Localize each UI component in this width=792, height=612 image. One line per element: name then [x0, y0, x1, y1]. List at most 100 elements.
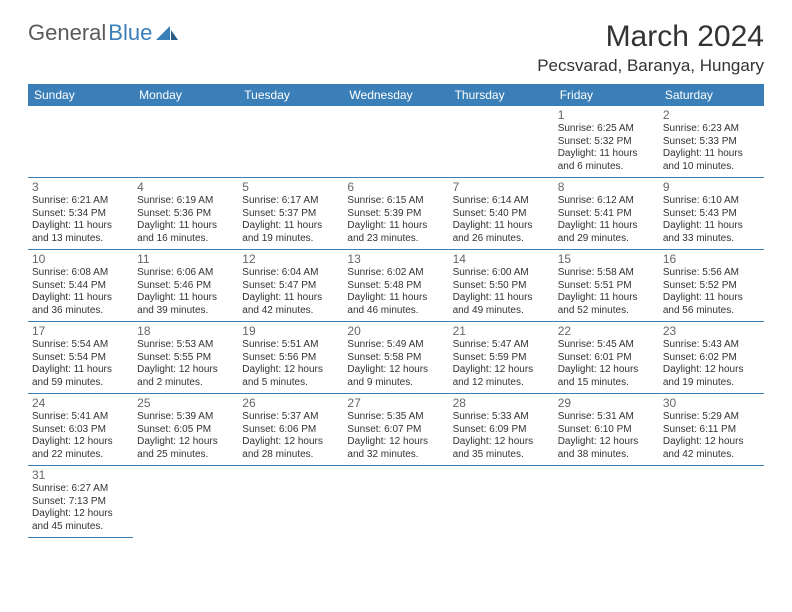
daylight-text: and 29 minutes. — [558, 233, 655, 246]
calendar-day-cell: 23Sunrise: 5:43 AMSunset: 6:02 PMDayligh… — [659, 322, 764, 394]
day-number: 2 — [663, 108, 760, 122]
calendar-day-cell — [238, 466, 343, 538]
daylight-text: and 25 minutes. — [137, 449, 234, 462]
sunset-text: Sunset: 5:55 PM — [137, 352, 234, 365]
day-number: 22 — [558, 324, 655, 338]
sunrise-text: Sunrise: 6:08 AM — [32, 267, 129, 280]
sunrise-text: Sunrise: 6:12 AM — [558, 195, 655, 208]
sunrise-text: Sunrise: 6:25 AM — [558, 123, 655, 136]
day-number: 12 — [242, 252, 339, 266]
day-number: 11 — [137, 252, 234, 266]
calendar-table: Sunday Monday Tuesday Wednesday Thursday… — [28, 84, 764, 538]
sunset-text: Sunset: 6:09 PM — [453, 424, 550, 437]
daylight-text: Daylight: 11 hours — [242, 220, 339, 233]
calendar-day-cell: 31Sunrise: 6:27 AMSunset: 7:13 PMDayligh… — [28, 466, 133, 538]
sunrise-text: Sunrise: 5:51 AM — [242, 339, 339, 352]
sunset-text: Sunset: 5:40 PM — [453, 208, 550, 221]
calendar-day-cell: 13Sunrise: 6:02 AMSunset: 5:48 PMDayligh… — [343, 250, 448, 322]
sunrise-text: Sunrise: 6:14 AM — [453, 195, 550, 208]
header: General Blue March 2024 Pecsvarad, Baran… — [28, 20, 764, 76]
calendar-week-row: 3Sunrise: 6:21 AMSunset: 5:34 PMDaylight… — [28, 178, 764, 250]
calendar-day-cell — [133, 466, 238, 538]
logo-text-blue: Blue — [108, 20, 152, 46]
sunset-text: Sunset: 6:07 PM — [347, 424, 444, 437]
daylight-text: and 39 minutes. — [137, 305, 234, 318]
logo: General Blue — [28, 20, 178, 46]
daylight-text: Daylight: 11 hours — [347, 292, 444, 305]
calendar-day-cell — [133, 106, 238, 178]
day-number: 28 — [453, 396, 550, 410]
calendar-day-cell — [238, 106, 343, 178]
calendar-day-cell: 7Sunrise: 6:14 AMSunset: 5:40 PMDaylight… — [449, 178, 554, 250]
calendar-day-cell: 20Sunrise: 5:49 AMSunset: 5:58 PMDayligh… — [343, 322, 448, 394]
sunset-text: Sunset: 5:34 PM — [32, 208, 129, 221]
daylight-text: and 38 minutes. — [558, 449, 655, 462]
day-number: 31 — [32, 468, 129, 482]
sunrise-text: Sunrise: 6:23 AM — [663, 123, 760, 136]
day-number: 23 — [663, 324, 760, 338]
calendar-day-cell: 2Sunrise: 6:23 AMSunset: 5:33 PMDaylight… — [659, 106, 764, 178]
daylight-text: and 59 minutes. — [32, 377, 129, 390]
day-number: 13 — [347, 252, 444, 266]
calendar-week-row: 10Sunrise: 6:08 AMSunset: 5:44 PMDayligh… — [28, 250, 764, 322]
calendar-day-cell: 8Sunrise: 6:12 AMSunset: 5:41 PMDaylight… — [554, 178, 659, 250]
daylight-text: Daylight: 11 hours — [242, 292, 339, 305]
sunrise-text: Sunrise: 6:10 AM — [663, 195, 760, 208]
daylight-text: Daylight: 12 hours — [558, 436, 655, 449]
sunset-text: Sunset: 5:54 PM — [32, 352, 129, 365]
calendar-day-cell: 27Sunrise: 5:35 AMSunset: 6:07 PMDayligh… — [343, 394, 448, 466]
sunrise-text: Sunrise: 5:29 AM — [663, 411, 760, 424]
daylight-text: Daylight: 12 hours — [453, 436, 550, 449]
daylight-text: and 52 minutes. — [558, 305, 655, 318]
day-number: 5 — [242, 180, 339, 194]
calendar-day-cell: 18Sunrise: 5:53 AMSunset: 5:55 PMDayligh… — [133, 322, 238, 394]
day-number: 21 — [453, 324, 550, 338]
day-number: 10 — [32, 252, 129, 266]
daylight-text: and 19 minutes. — [242, 233, 339, 246]
sunrise-text: Sunrise: 6:17 AM — [242, 195, 339, 208]
daylight-text: and 19 minutes. — [663, 377, 760, 390]
daylight-text: and 10 minutes. — [663, 161, 760, 174]
daylight-text: and 42 minutes. — [663, 449, 760, 462]
daylight-text: Daylight: 11 hours — [453, 220, 550, 233]
calendar-day-cell — [449, 466, 554, 538]
title-block: March 2024 Pecsvarad, Baranya, Hungary — [537, 20, 764, 76]
daylight-text: Daylight: 11 hours — [558, 148, 655, 161]
calendar-day-cell — [449, 106, 554, 178]
sunrise-text: Sunrise: 5:35 AM — [347, 411, 444, 424]
calendar-day-cell: 28Sunrise: 5:33 AMSunset: 6:09 PMDayligh… — [449, 394, 554, 466]
weekday-header: Tuesday — [238, 84, 343, 106]
daylight-text: Daylight: 12 hours — [347, 364, 444, 377]
calendar-day-cell: 17Sunrise: 5:54 AMSunset: 5:54 PMDayligh… — [28, 322, 133, 394]
logo-sail-icon — [156, 24, 178, 45]
sunrise-text: Sunrise: 5:39 AM — [137, 411, 234, 424]
calendar-week-row: 31Sunrise: 6:27 AMSunset: 7:13 PMDayligh… — [28, 466, 764, 538]
weekday-header: Thursday — [449, 84, 554, 106]
sunrise-text: Sunrise: 6:00 AM — [453, 267, 550, 280]
calendar-body: 1Sunrise: 6:25 AMSunset: 5:32 PMDaylight… — [28, 106, 764, 538]
weekday-header: Saturday — [659, 84, 764, 106]
sunset-text: Sunset: 5:39 PM — [347, 208, 444, 221]
sunset-text: Sunset: 5:56 PM — [242, 352, 339, 365]
sunset-text: Sunset: 5:46 PM — [137, 280, 234, 293]
day-number: 7 — [453, 180, 550, 194]
weekday-header: Wednesday — [343, 84, 448, 106]
daylight-text: and 36 minutes. — [32, 305, 129, 318]
calendar-day-cell — [554, 466, 659, 538]
daylight-text: Daylight: 11 hours — [137, 220, 234, 233]
day-number: 26 — [242, 396, 339, 410]
daylight-text: and 49 minutes. — [453, 305, 550, 318]
daylight-text: Daylight: 11 hours — [32, 220, 129, 233]
sunrise-text: Sunrise: 6:04 AM — [242, 267, 339, 280]
daylight-text: and 15 minutes. — [558, 377, 655, 390]
logo-text-general: General — [28, 20, 106, 46]
daylight-text: and 46 minutes. — [347, 305, 444, 318]
daylight-text: and 9 minutes. — [347, 377, 444, 390]
calendar-day-cell: 21Sunrise: 5:47 AMSunset: 5:59 PMDayligh… — [449, 322, 554, 394]
daylight-text: Daylight: 12 hours — [347, 436, 444, 449]
daylight-text: Daylight: 11 hours — [137, 292, 234, 305]
sunset-text: Sunset: 5:41 PM — [558, 208, 655, 221]
daylight-text: and 28 minutes. — [242, 449, 339, 462]
sunrise-text: Sunrise: 5:41 AM — [32, 411, 129, 424]
sunrise-text: Sunrise: 5:45 AM — [558, 339, 655, 352]
